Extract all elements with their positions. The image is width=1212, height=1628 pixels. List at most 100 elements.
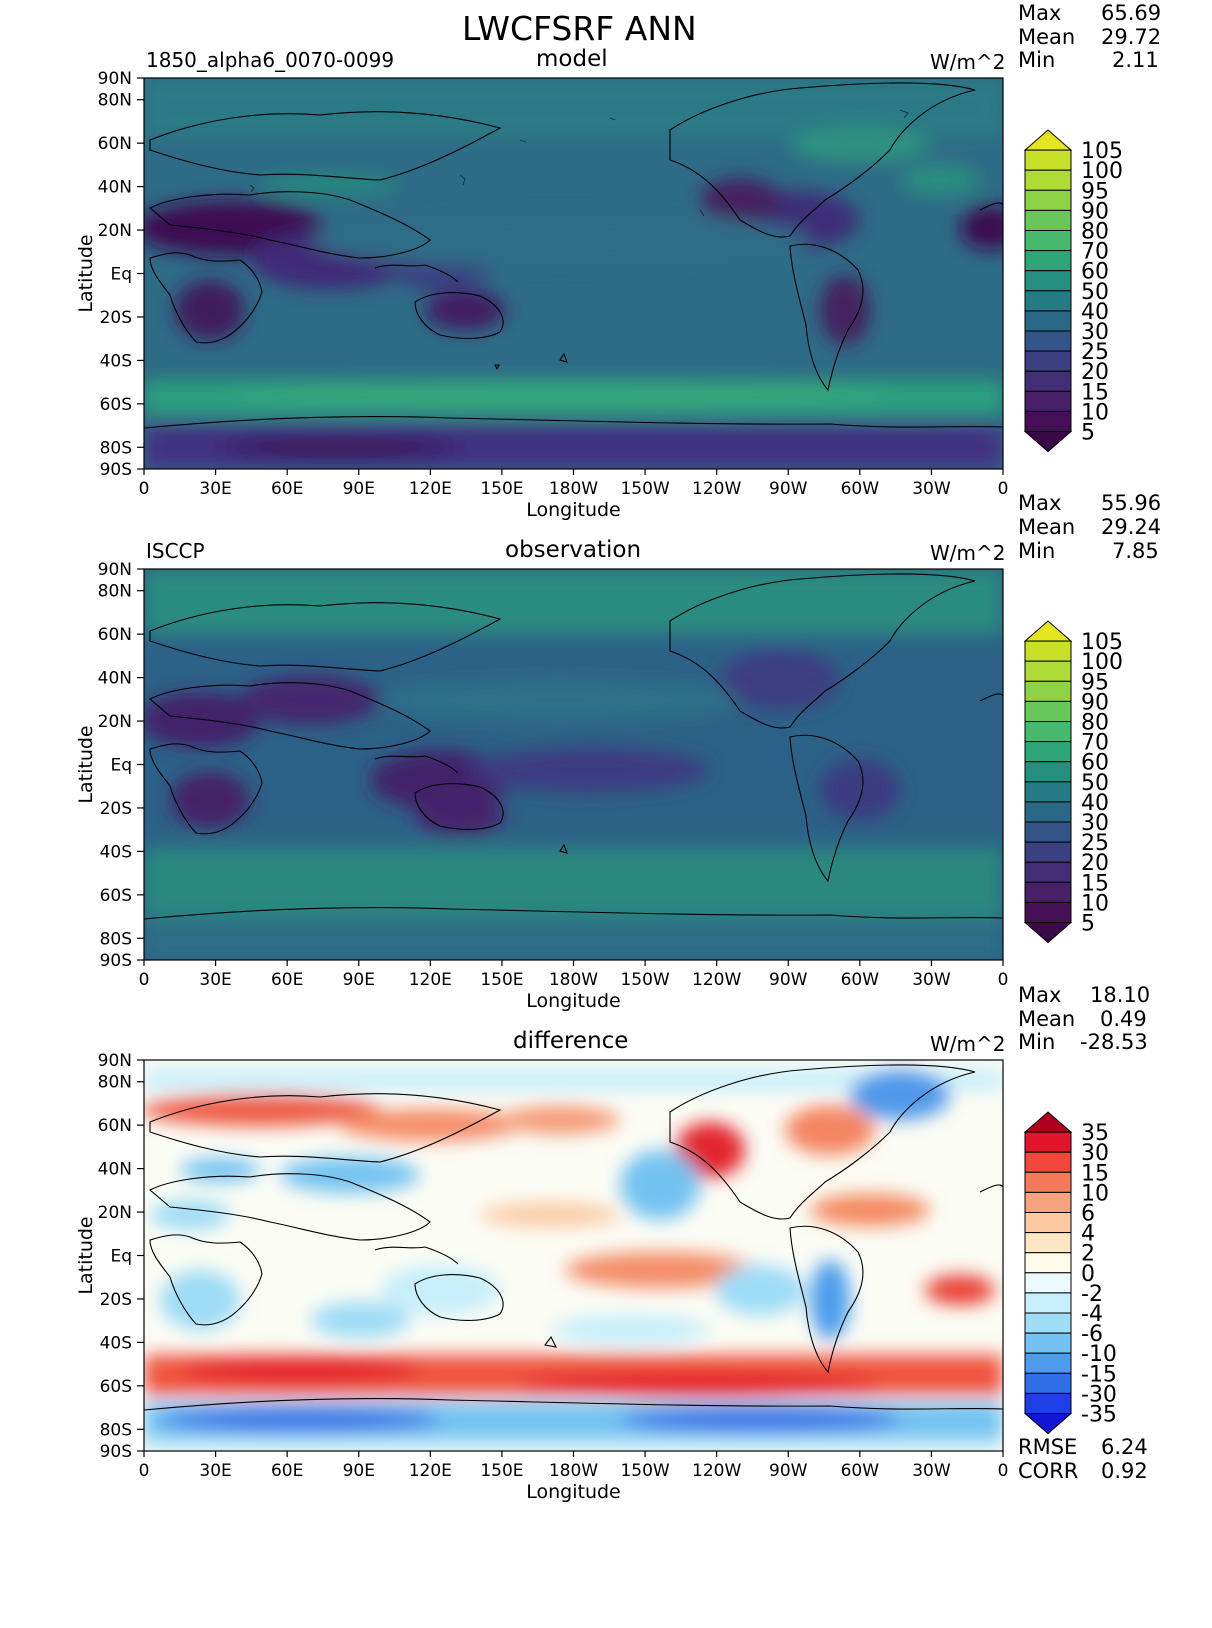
panel-model-stat-max-label: Max bbox=[1018, 1, 1062, 25]
lat-tick-label: 90N bbox=[98, 69, 132, 89]
colorbar-label: -10 bbox=[1081, 1342, 1117, 1367]
colorbar-swatch bbox=[1024, 1352, 1072, 1374]
lon-tick-label: 30E bbox=[199, 970, 231, 990]
panel-difference-corr-label: CORR bbox=[1018, 1459, 1079, 1483]
lon-tick-label: 180W bbox=[549, 970, 598, 990]
lat-tick-label: 90S bbox=[100, 951, 132, 971]
lat-tick-label: 20N bbox=[98, 712, 132, 732]
lon-tick-label: 120W bbox=[692, 970, 741, 990]
colorbar-swatch bbox=[1024, 290, 1072, 312]
lat-tick-label: 90N bbox=[98, 1051, 132, 1071]
colorbar-swatch bbox=[1024, 1131, 1072, 1153]
colorbar-label: 40 bbox=[1081, 300, 1109, 325]
colorbar-swatch bbox=[1024, 700, 1072, 723]
colorbar-swatch bbox=[1024, 1272, 1072, 1294]
panel-observation-stat-max-label: Max bbox=[1018, 491, 1062, 515]
lat-tick-label: 60N bbox=[98, 1116, 132, 1136]
panel-observation-stat-max-value: 55.96 bbox=[1101, 491, 1162, 515]
colorbar-label: 35 bbox=[1081, 1121, 1109, 1146]
colorbar-label: 25 bbox=[1081, 340, 1109, 365]
colorbar-swatch bbox=[1024, 801, 1072, 823]
colorbar-label: 30 bbox=[1081, 1141, 1109, 1166]
panel-model-units: W/m^2 bbox=[930, 50, 1006, 74]
colorbar-swatch bbox=[1024, 821, 1072, 843]
lat-tick-label: 60S bbox=[100, 1377, 132, 1397]
lon-tick-label: 0 bbox=[139, 970, 150, 990]
panel-model-stat-min-label: Min bbox=[1018, 48, 1056, 72]
colorbar-swatch bbox=[1024, 310, 1072, 332]
colorbar-label: -35 bbox=[1081, 1403, 1117, 1428]
lon-tick-label: 30E bbox=[199, 479, 231, 499]
colorbar-swatch bbox=[1024, 370, 1072, 392]
y-axis-label: Latitude bbox=[75, 1216, 97, 1294]
colorbar-label: 30 bbox=[1081, 320, 1109, 345]
colorbar-label: 15 bbox=[1081, 380, 1109, 405]
panel-model-left-text: 1850_alpha6_0070-0099 bbox=[146, 48, 395, 72]
colorbar-label: 40 bbox=[1081, 791, 1109, 816]
lat-tick-label: 40S bbox=[100, 1333, 132, 1353]
lon-tick-label: 0 bbox=[139, 479, 150, 499]
lon-tick-label: 30W bbox=[912, 479, 951, 499]
panel-difference-rmse-label: RMSE bbox=[1018, 1435, 1078, 1459]
colorbar-label: 50 bbox=[1081, 771, 1109, 796]
figure-title: LWCFSRF ANN bbox=[462, 9, 697, 48]
lat-tick-label: 20S bbox=[100, 308, 132, 328]
lon-tick-label: 150W bbox=[620, 1461, 669, 1481]
colorbar-swatch bbox=[1024, 1292, 1072, 1314]
colorbar-swatch bbox=[1024, 761, 1072, 783]
colorbar-label: 0 bbox=[1081, 1262, 1095, 1287]
colorbar-swatch bbox=[1024, 1312, 1072, 1334]
lat-tick-label: 60N bbox=[98, 134, 132, 154]
panel-difference-rmse-value: 6.24 bbox=[1101, 1435, 1148, 1459]
colorbar-label: 15 bbox=[1081, 1161, 1109, 1186]
colorbar-label: 10 bbox=[1081, 891, 1109, 916]
panel-difference-corr-value: 0.92 bbox=[1101, 1459, 1148, 1483]
lat-tick-label: 20S bbox=[100, 799, 132, 819]
lon-tick-label: 90E bbox=[343, 479, 375, 499]
lat-tick-label: 90S bbox=[100, 460, 132, 480]
lat-tick-label: Eq bbox=[110, 265, 132, 285]
colorbar-top-arrow bbox=[1023, 620, 1073, 642]
lon-tick-label: 90W bbox=[769, 970, 808, 990]
colorbar-label: -30 bbox=[1081, 1382, 1117, 1407]
colorbar-bottom-arrow bbox=[1023, 431, 1073, 453]
colorbar-swatch bbox=[1024, 1252, 1072, 1274]
lon-tick-label: 60W bbox=[841, 479, 880, 499]
lat-tick-label: 60S bbox=[100, 395, 132, 415]
colorbar-label: 70 bbox=[1081, 240, 1109, 265]
colorbar-label: 90 bbox=[1081, 199, 1109, 224]
lat-tick-label: 80N bbox=[98, 91, 132, 111]
x-axis-label: Longitude bbox=[526, 499, 621, 521]
lat-tick-label: 80S bbox=[100, 438, 132, 458]
colorbar-swatch bbox=[1024, 741, 1072, 763]
colorbar-label: 60 bbox=[1081, 260, 1109, 285]
colorbar-label: 5 bbox=[1081, 421, 1095, 446]
colorbar-swatch bbox=[1024, 270, 1072, 292]
colorbar-swatch bbox=[1024, 680, 1072, 702]
colorbar-label: 15 bbox=[1081, 871, 1109, 896]
lat-tick-label: 40S bbox=[100, 842, 132, 862]
lon-tick-label: 60E bbox=[271, 479, 303, 499]
colorbar-swatch bbox=[1024, 410, 1072, 432]
lon-tick-label: 0 bbox=[998, 479, 1009, 499]
colorbar-swatch bbox=[1024, 1191, 1072, 1214]
colorbar-label: 50 bbox=[1081, 280, 1109, 305]
lat-tick-label: 90S bbox=[100, 1442, 132, 1462]
colorbar-swatch bbox=[1024, 1392, 1072, 1415]
lon-tick-label: 150E bbox=[480, 479, 523, 499]
lon-tick-label: 120W bbox=[692, 1461, 741, 1481]
colorbar-swatch bbox=[1024, 149, 1072, 171]
lon-tick-label: 30W bbox=[912, 1461, 951, 1481]
panel-model-stat-mean-value: 29.72 bbox=[1101, 25, 1162, 49]
lat-tick-label: 40N bbox=[98, 178, 132, 198]
observation-map bbox=[143, 568, 1004, 961]
lon-tick-label: 120E bbox=[409, 479, 452, 499]
lon-tick-label: 0 bbox=[139, 1461, 150, 1481]
colorbar-swatch bbox=[1024, 1151, 1072, 1173]
colorbar-label: 6 bbox=[1081, 1202, 1095, 1227]
lon-tick-label: 90W bbox=[769, 479, 808, 499]
lon-tick-label: 60W bbox=[841, 1461, 880, 1481]
colorbar-swatch bbox=[1024, 1171, 1072, 1193]
